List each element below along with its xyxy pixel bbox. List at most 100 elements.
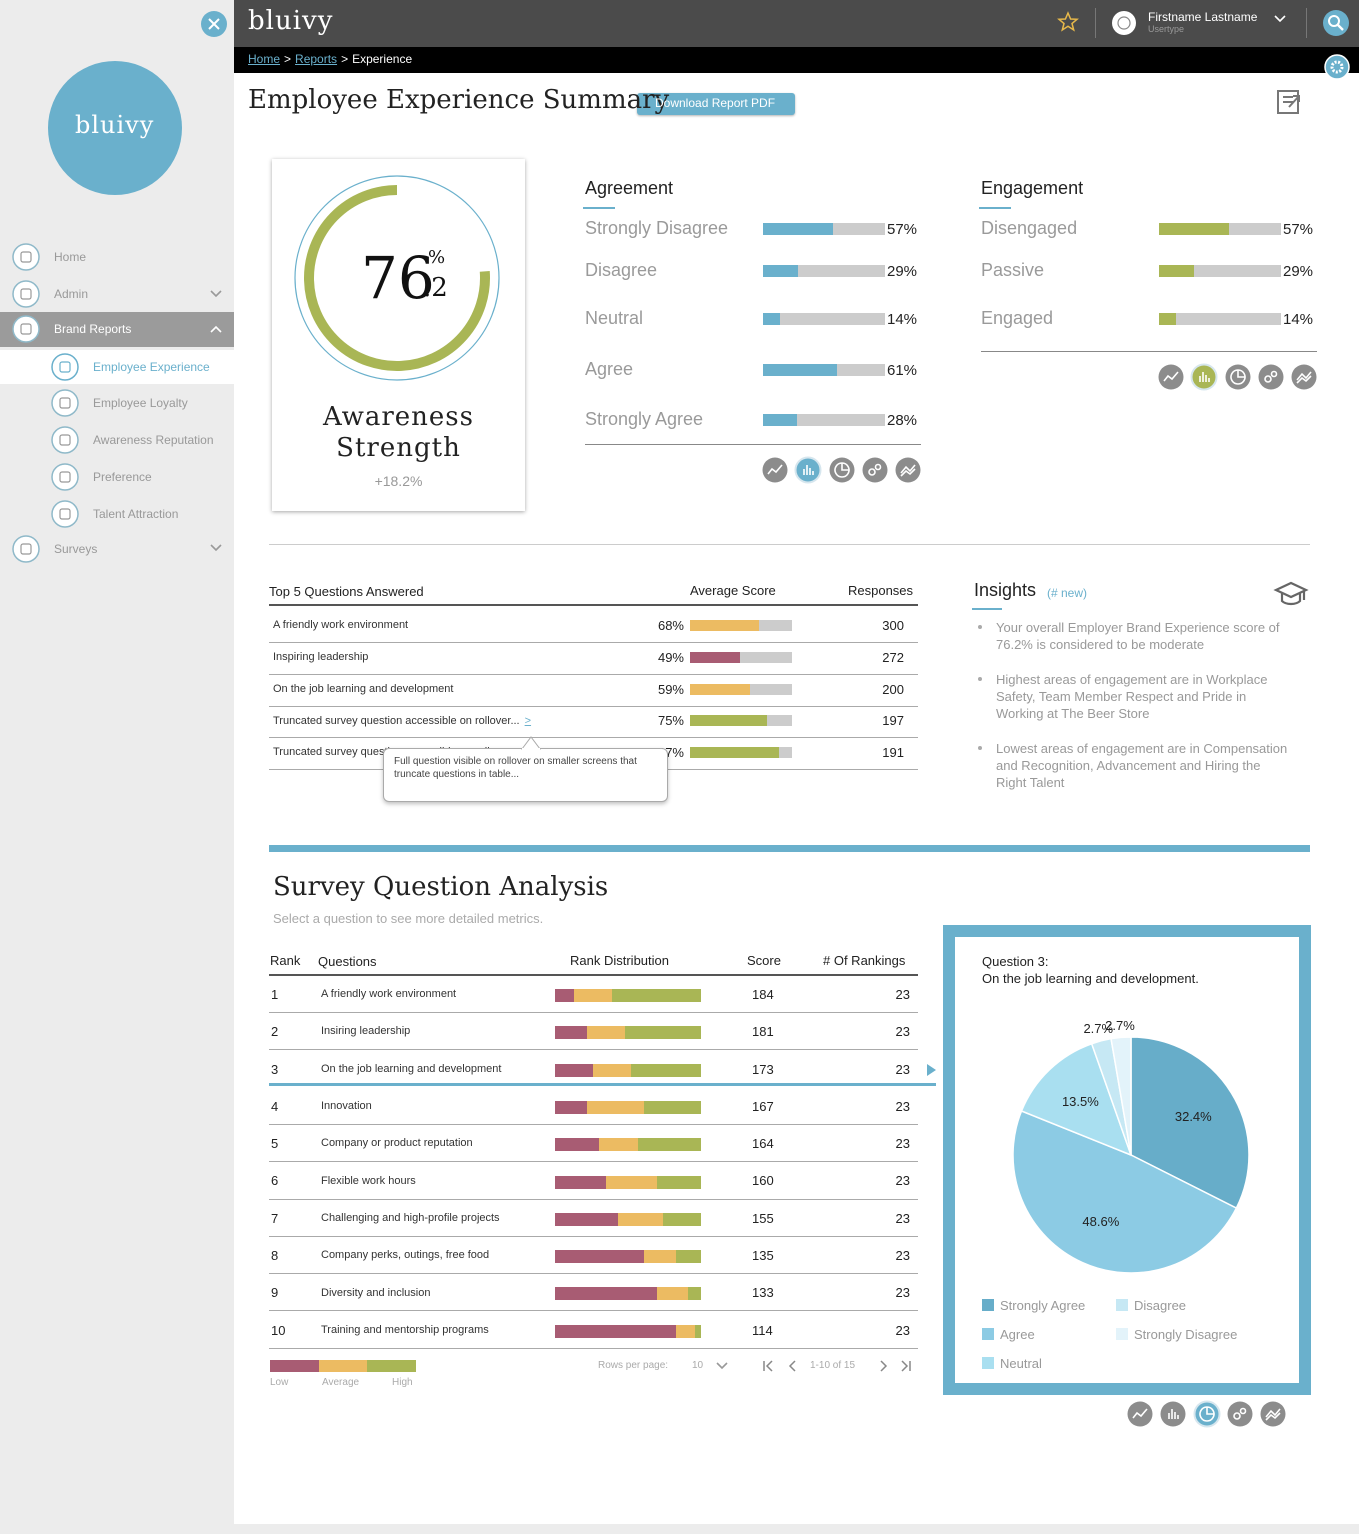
breadcrumb-link[interactable]: Home [248,52,281,66]
rankings: 23 [895,1210,910,1226]
insight-text: Lowest areas of engagement are in Compen… [996,741,1288,790]
divider [269,544,1310,545]
nav-item[interactable]: Brand Reports [54,321,132,336]
question-text[interactable]: Diversity and inclusion [321,1286,431,1299]
glyph [1163,371,1179,382]
distribution-segment [631,1063,701,1077]
question-text[interactable]: Training and mentorship programs [321,1323,489,1336]
pagination-range: 1-10 of 15 [810,1359,856,1371]
nav-subitem[interactable]: Awareness Reputation [93,432,214,447]
category-label: Disagree [585,259,658,280]
nav-item[interactable]: Surveys [54,541,98,556]
rank[interactable]: 8 [271,1248,279,1264]
breadcrumb-link[interactable]: Reports [295,52,338,66]
chart-type-button[interactable] [1260,1401,1286,1427]
chart-type-button[interactable] [794,456,822,484]
rank[interactable]: 1 [271,986,279,1002]
nav-subitem[interactable]: Employee Loyalty [93,395,188,410]
bar [1159,313,1177,325]
nav-subitem[interactable]: Talent Attraction [93,506,179,521]
search-button[interactable] [1322,9,1350,37]
score: 164 [752,1136,774,1152]
chart-type-button[interactable] [862,457,888,483]
nav-icon [51,500,79,528]
download-button[interactable] [637,93,795,115]
nav-icon [12,243,40,271]
chart-type-button[interactable] [1225,364,1251,390]
pagination-button[interactable] [786,1360,800,1372]
rank[interactable]: 5 [271,1136,279,1152]
favorite-star[interactable] [1057,11,1079,32]
insights-title: Insights [974,579,1037,600]
rank[interactable]: 3 [271,1061,279,1077]
rank[interactable]: 10 [271,1322,286,1338]
rows-per-page[interactable]: 10 [692,1359,704,1371]
chart-type-button[interactable] [1158,364,1184,390]
breadcrumb-separator: > [284,52,292,66]
chart-type-button[interactable] [1190,363,1218,391]
nav-subitem[interactable]: Employee Experience [93,359,210,374]
chart-type-button[interactable] [829,457,855,483]
legend-swatch [270,1360,319,1372]
download-button-label[interactable]: Download Report PDF [655,95,776,110]
question-text[interactable]: A friendly work environment [321,988,457,1001]
nav-subitem[interactable]: Preference [93,469,152,484]
distribution-segment [599,1138,638,1152]
top-bar [234,0,1359,47]
distribution-segment [656,1287,689,1301]
legend-label: Strongly Disagree [1134,1326,1238,1342]
legend-swatch [367,1360,416,1372]
gauge [294,175,500,381]
chart-type-button[interactable] [1160,1401,1186,1427]
nav-item[interactable]: Admin [54,286,89,301]
question-text[interactable]: Insiring leadership [321,1025,411,1038]
star [1057,11,1079,32]
score: 155 [752,1210,774,1226]
chart-type-button[interactable] [895,457,921,483]
pagination-button[interactable] [899,1360,913,1372]
avatar[interactable] [1111,10,1137,36]
pie-label: 48.6% [1082,1213,1120,1229]
question-text[interactable]: Company or product reputation [321,1137,473,1150]
rank[interactable]: 7 [271,1210,279,1226]
header-divider [1095,8,1096,38]
category-label: Neutral [585,307,644,328]
export-icon[interactable] [1275,88,1305,116]
chart-type-button[interactable] [1227,1401,1253,1427]
pagination-button[interactable] [876,1360,890,1372]
chart-type-button[interactable] [1193,1400,1221,1428]
rank[interactable]: 9 [271,1285,279,1301]
glyph [1199,372,1211,382]
glyph [1264,375,1272,383]
chevron [1274,15,1286,23]
chevron-line [210,325,222,333]
rank[interactable]: 6 [271,1173,279,1189]
question-text[interactable]: Innovation [321,1100,372,1113]
question-text[interactable]: On the job learning and development [321,1062,502,1075]
question-text: Truncated survey question accessible on … [273,714,532,727]
rankings: 23 [895,1136,910,1152]
question-text[interactable]: Challenging and high-profile projects [321,1211,500,1224]
question-text[interactable]: Flexible work hours [321,1174,416,1187]
settings-button[interactable] [1324,54,1350,80]
icon-ring [12,280,40,308]
chart-type-button[interactable] [1127,1401,1153,1427]
row-rule [269,673,918,675]
score: 181 [752,1024,774,1040]
section-subtitle: Select a question to see more detailed m… [273,910,544,926]
chart-type-button[interactable] [762,457,788,483]
chart-type-button[interactable] [1291,364,1317,390]
user-name[interactable]: Firstname Lastname [1148,9,1258,24]
question-text[interactable]: Company perks, outings, free food [321,1249,490,1262]
legend-label: High [392,1376,413,1388]
rank[interactable]: 4 [271,1098,279,1114]
pie-label: 32.4% [1174,1108,1212,1124]
rankings: 23 [895,1322,910,1338]
nav-item[interactable]: Home [54,249,87,264]
chevron [716,1362,728,1370]
rank[interactable]: 2 [271,1024,279,1040]
chart-type-button[interactable] [1258,364,1284,390]
pagination-button[interactable] [761,1360,775,1372]
rollover-link[interactable]: > [524,714,532,727]
close-button[interactable] [200,10,228,38]
